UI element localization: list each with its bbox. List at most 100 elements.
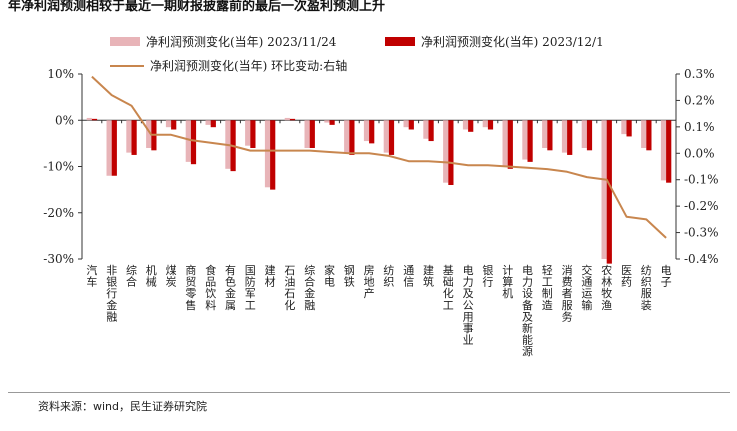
- x-tick-label: 有色金属: [225, 263, 236, 312]
- source-note: 资料来源：wind，民生证券研究院: [38, 400, 208, 413]
- x-tick-label: 农林牧渔: [601, 263, 612, 312]
- x-tick-label: 综合金融: [304, 263, 315, 312]
- bar-series2: [250, 120, 256, 148]
- bar-series2: [329, 120, 335, 125]
- x-tick-label: 纺织服装: [641, 263, 652, 312]
- right-tick-label: -0.4%: [684, 252, 719, 266]
- bar-series2: [349, 120, 355, 155]
- bar-series2: [190, 120, 197, 165]
- divider: [8, 392, 730, 393]
- bar-series2: [210, 120, 216, 128]
- bar-series1: [165, 120, 172, 128]
- bar-series1: [106, 120, 112, 176]
- bar-series1: [126, 120, 132, 153]
- bar-series1: [304, 120, 310, 148]
- bar-series1: [284, 117, 290, 121]
- legend-label-series2: 净利润预测变化(当年) 2023/12/1: [421, 35, 604, 49]
- line-series: [91, 75, 667, 239]
- bar-series2: [606, 120, 612, 264]
- bar-series2: [91, 118, 98, 121]
- x-tick-label: 家电: [324, 263, 335, 289]
- bar-series2: [547, 120, 553, 151]
- legend-swatch-series1: [110, 37, 140, 46]
- bar-series1: [363, 120, 370, 142]
- right-tick-label: -0.3%: [684, 226, 719, 240]
- legend-item-series2: 净利润预测变化(当年) 2023/12/1: [385, 33, 604, 50]
- bar-series1: [581, 120, 587, 148]
- bar-series1: [403, 120, 409, 128]
- left-tick-label: -10%: [43, 160, 74, 174]
- bar-series1: [264, 120, 271, 188]
- x-tick-label: 煤炭: [166, 264, 177, 289]
- right-tick-label: 0.2%: [684, 93, 715, 107]
- x-tick-label: 计算机: [502, 264, 513, 300]
- bar-series1: [245, 120, 251, 146]
- x-tick-label: 石油石化: [284, 264, 295, 312]
- bar-series1: [205, 120, 211, 125]
- bar-series1: [462, 120, 469, 130]
- bar-series1: [86, 117, 92, 121]
- left-tick-label: -30%: [43, 252, 74, 266]
- bar-series1: [383, 120, 389, 153]
- x-tick-label: 建材: [265, 263, 276, 289]
- bar-series2: [527, 120, 533, 162]
- bar-series1: [621, 120, 627, 135]
- bar-series1: [185, 120, 191, 162]
- x-tick-label: 食品饮料: [205, 263, 216, 312]
- bar-series2: [448, 120, 454, 185]
- legend-label-series1: 净利润预测变化(当年) 2023/11/24: [146, 35, 337, 49]
- x-tick-label: 电力设备及新能源: [522, 264, 533, 358]
- bar-series2: [567, 120, 573, 155]
- bar-series1: [146, 120, 152, 148]
- x-tick-label: 纺织: [383, 263, 394, 289]
- bar-series1: [423, 120, 429, 139]
- right-tick-label: 0.0%: [684, 146, 715, 160]
- bar-series2: [468, 120, 474, 132]
- x-tick-label: 银行: [482, 263, 493, 289]
- x-tick-label: 非银行金融: [106, 264, 117, 323]
- x-tick-label: 房地产: [364, 264, 375, 300]
- bar-series2: [289, 118, 296, 121]
- bar-series2: [369, 120, 375, 144]
- bar-series2: [666, 120, 672, 183]
- right-tick-label: -0.1%: [684, 173, 719, 187]
- bar-series1: [542, 120, 548, 148]
- legend-swatch-line: [110, 64, 144, 67]
- bar-series2: [408, 120, 414, 130]
- bar-series2: [388, 120, 395, 155]
- x-tick-label: 通信: [403, 264, 414, 289]
- bar-series1: [502, 120, 508, 167]
- page-title: 年净利润预测相较于最近一期财报披露前的最后一次盈利预测上升: [8, 0, 386, 14]
- bar-series2: [309, 120, 315, 148]
- legend-swatch-series2: [385, 37, 415, 46]
- right-tick-label: 0.1%: [684, 120, 715, 134]
- x-tick-label: 电力及公用事业: [463, 264, 474, 347]
- x-tick-label: 医药: [621, 264, 632, 289]
- x-tick-label: 机械: [146, 263, 157, 289]
- x-tick-label: 综合: [126, 263, 137, 289]
- bar-series1: [641, 120, 647, 148]
- x-tick-label: 建筑: [423, 263, 434, 289]
- x-tick-label: 国防军工: [245, 264, 256, 312]
- bar-series1: [482, 120, 488, 128]
- bar-series1: [561, 120, 568, 153]
- left-tick-label: -20%: [43, 206, 74, 220]
- legend-item-series1: 净利润预测变化(当年) 2023/11/24: [110, 33, 336, 50]
- bar-series2: [270, 120, 276, 190]
- legend-label-line: 净利润预测变化(当年) 环比变动:右轴: [150, 59, 348, 73]
- x-tick-label: 轻工制造: [542, 263, 553, 312]
- x-tick-label: 交通运输: [581, 263, 592, 312]
- bar-series1: [443, 120, 449, 183]
- legend-item-line: 净利润预测变化(当年) 环比变动:右轴: [110, 57, 347, 74]
- x-tick-label: 消费者服务: [562, 263, 573, 323]
- x-tick-label: 汽车: [86, 263, 97, 289]
- bar-series1: [522, 120, 528, 160]
- bar-series1: [660, 120, 667, 181]
- x-tick-label: 基础化工: [443, 264, 454, 312]
- bar-series2: [131, 120, 137, 155]
- right-tick-label: -0.2%: [684, 199, 719, 213]
- bar-series1: [344, 120, 350, 153]
- bar-series2: [586, 120, 593, 151]
- x-tick-label: 钢铁: [344, 264, 355, 289]
